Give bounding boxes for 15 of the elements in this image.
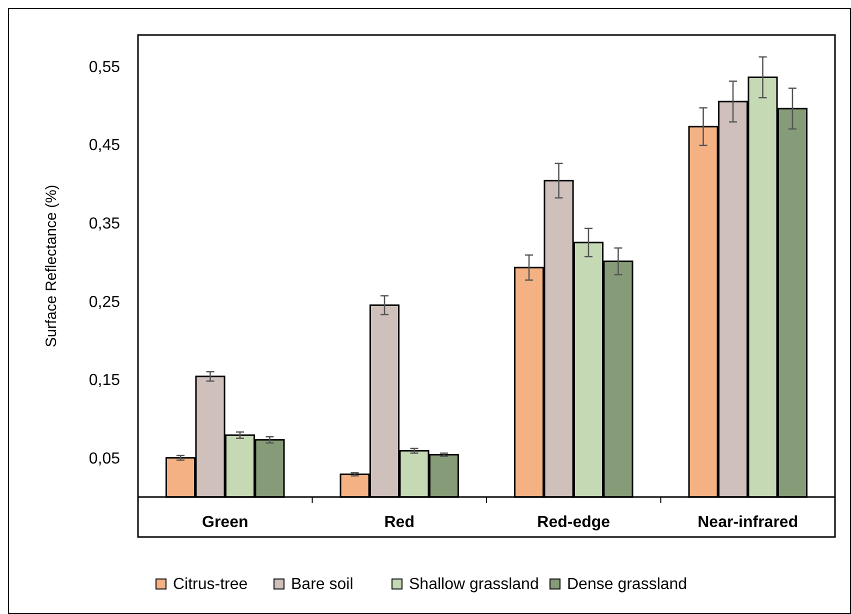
x-tick-label: Near-infrared — [698, 514, 798, 531]
x-tick-label: Red — [384, 514, 414, 531]
y-tick-label: 0,45 — [88, 137, 120, 154]
legend-label: Dense grassland — [567, 576, 688, 593]
x-tick-label: Red-edge — [537, 514, 610, 531]
y-tick-label: 0,15 — [88, 372, 120, 390]
y-axis-title: Surface Reflectance (%) — [43, 184, 60, 348]
legend-label: Citrus-tree — [173, 576, 248, 593]
x-tick-label: Green — [202, 514, 248, 531]
legend-label: Shallow grassland — [409, 576, 539, 593]
legend-label: Bare soil — [291, 576, 354, 593]
y-tick-label: 0,35 — [88, 216, 120, 233]
y-tick-label: 0,55 — [88, 58, 120, 76]
y-tick-label: 0,05 — [88, 450, 120, 468]
y-tick-label: 0,25 — [88, 294, 120, 311]
